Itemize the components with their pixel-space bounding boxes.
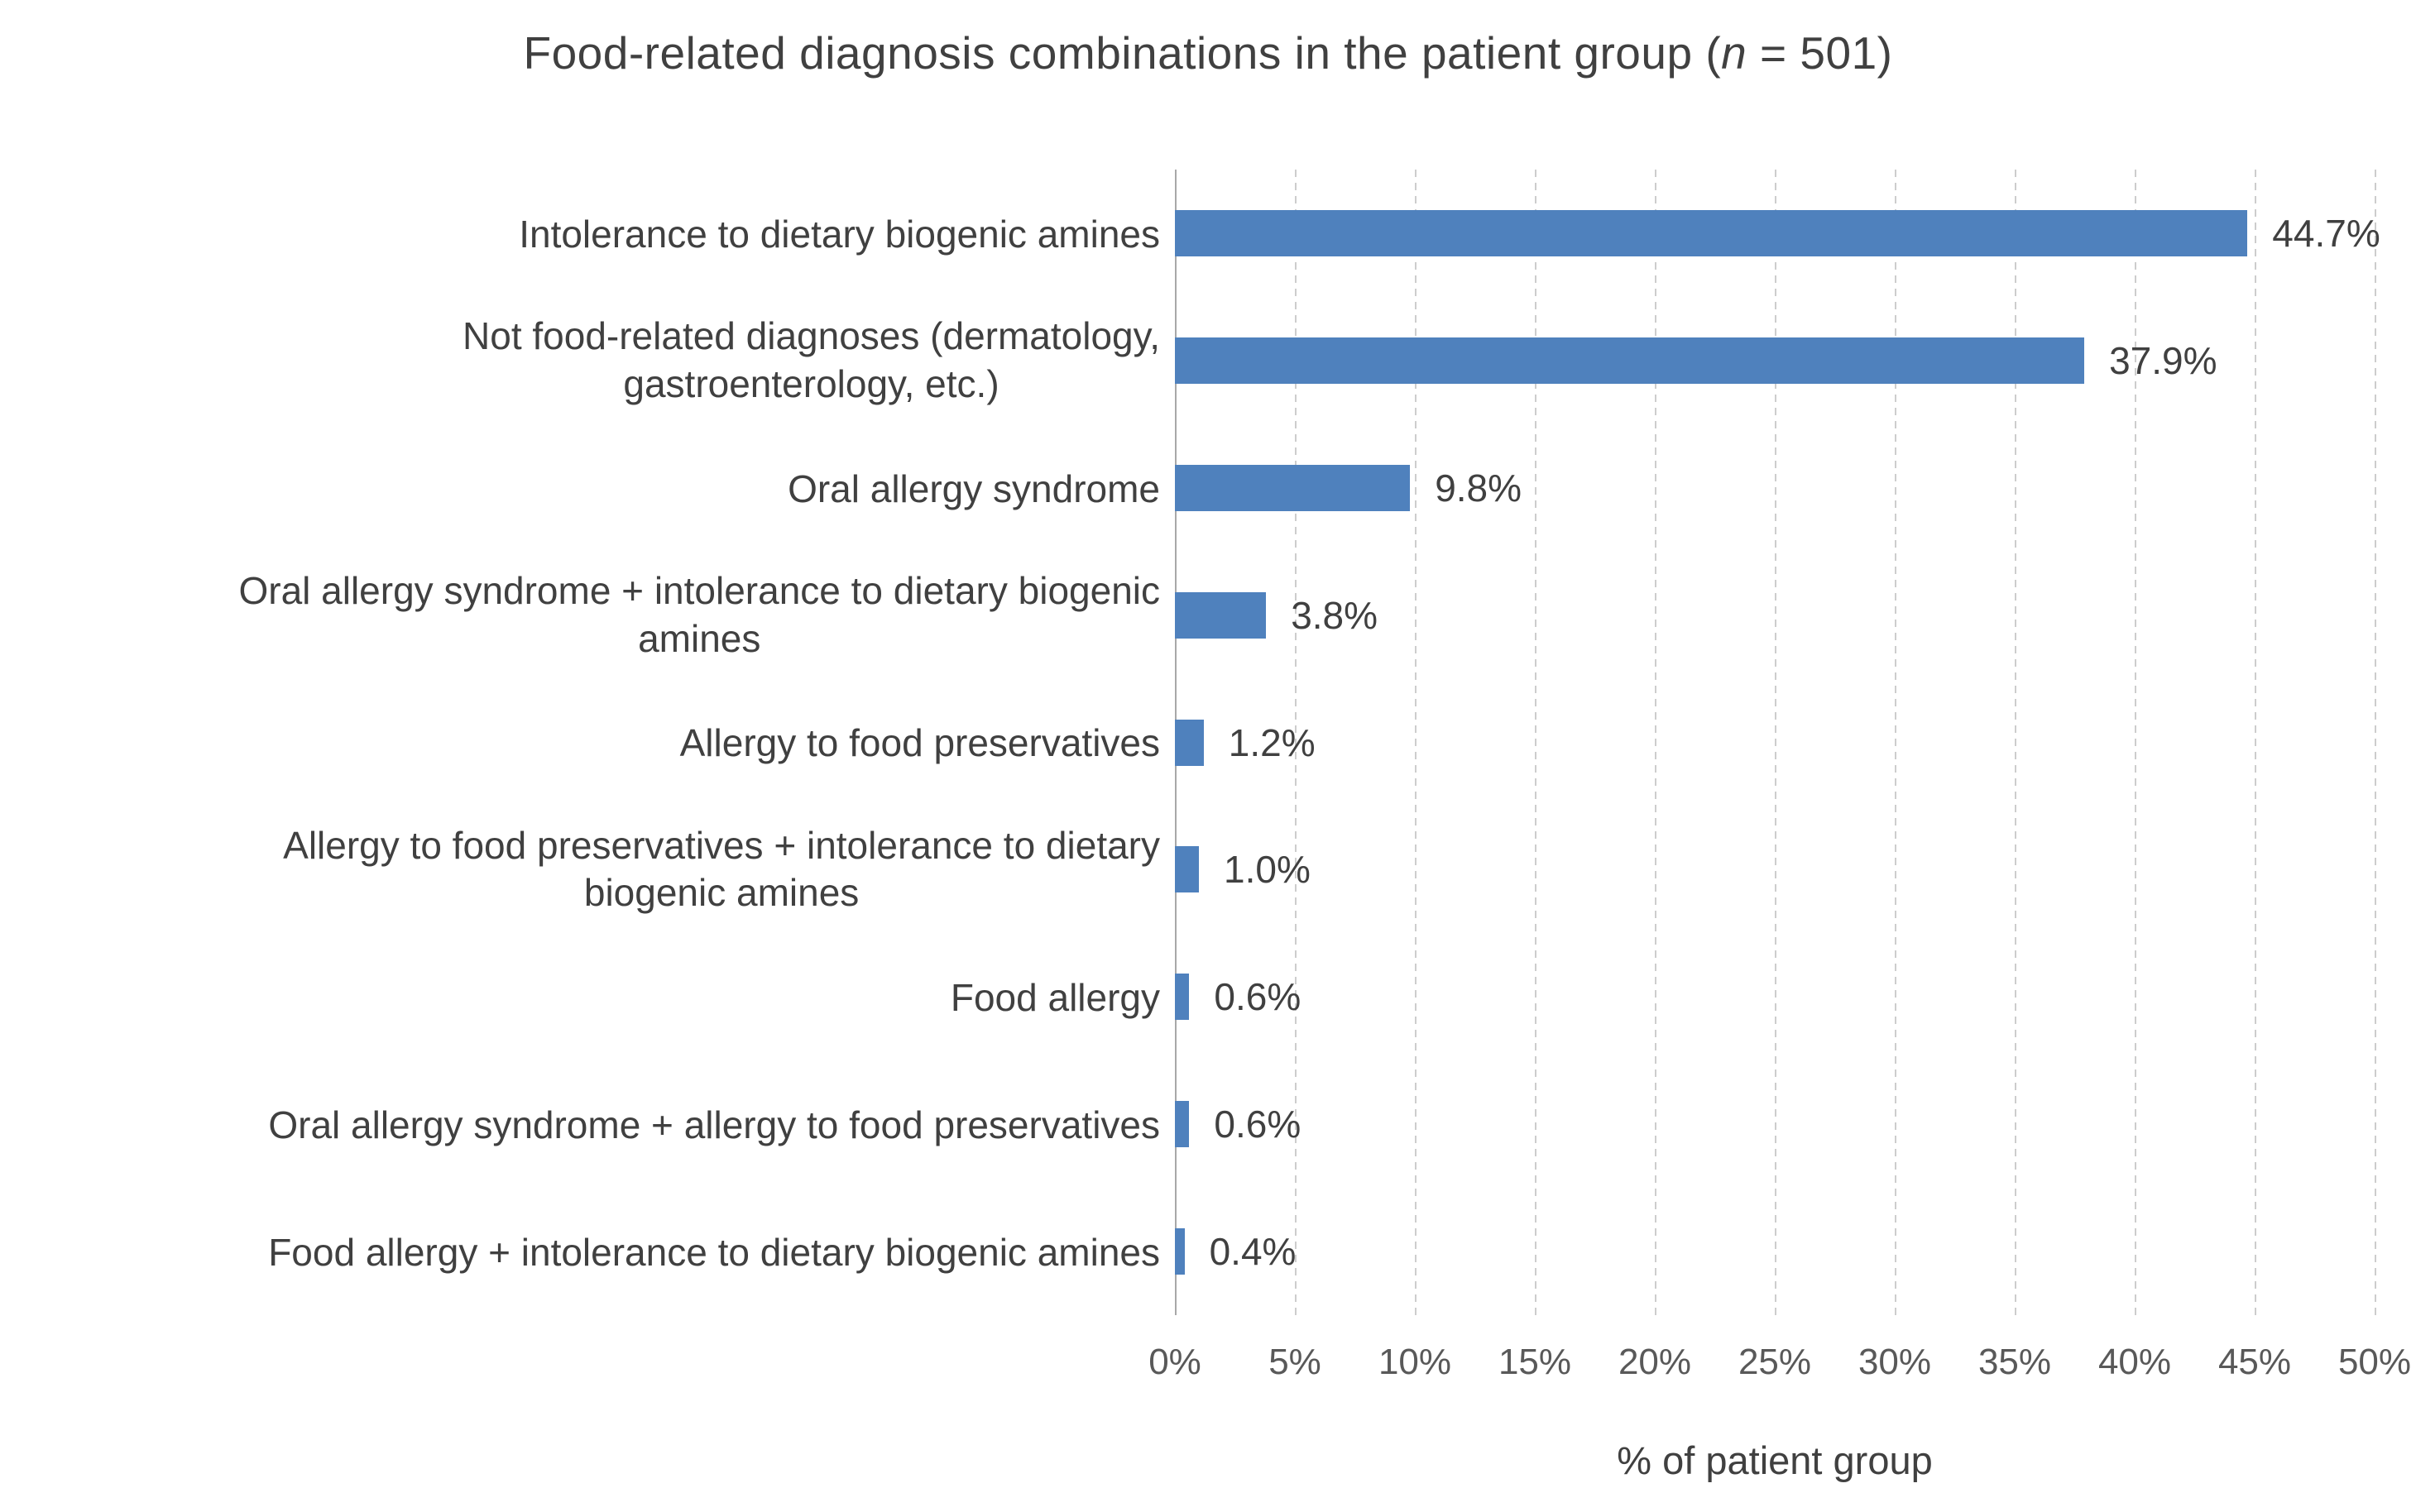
bar-cell: 0.6% (1175, 1060, 2375, 1188)
category-label-text: Food allergy (951, 974, 1160, 1022)
x-tick-label: 25% (1738, 1342, 1812, 1382)
category-label: Intolerance to dietary biogenic amines (0, 208, 1175, 259)
bar-cell: 0.4% (1175, 1188, 2375, 1315)
category-label-line: Food allergy (950, 976, 1160, 1020)
category-label-line: Oral allergy syndrome + intolerance to d… (238, 569, 1160, 613)
category-label-line: gastroenterology, etc.) (623, 361, 999, 405)
chart-title-text: Food-related diagnosis combinations in t… (523, 27, 1722, 79)
gridline (2255, 170, 2256, 1315)
bar (1175, 209, 2248, 256)
category-label-text: Intolerance to dietary biogenic amines (519, 211, 1160, 259)
chart-row: Oral allergy syndrome 9.8% (0, 424, 2375, 552)
bar (1175, 974, 1190, 1021)
category-label: Oral allergy syndrome + intolerance to d… (0, 567, 1175, 663)
gridline (1655, 170, 1656, 1315)
category-label-text: Allergy to food preservatives (680, 720, 1160, 768)
chart-title-suffix: = 501) (1747, 27, 1893, 79)
category-label-text: Oral allergy syndrome (788, 466, 1160, 514)
category-label-line: Not food-related diagnoses (dermatology, (463, 314, 1160, 358)
category-label: Food allergy (0, 972, 1175, 1022)
bars-area: Intolerance to dietary biogenic amines 44… (0, 170, 2380, 1315)
gridline (1535, 170, 1536, 1315)
chart-row: Allergy to food preservatives 1.2% (0, 679, 2375, 806)
value-label: 37.9% (2109, 338, 2217, 382)
x-tick-label: 5% (1268, 1342, 1321, 1382)
category-label-text: Oral allergy syndrome + intolerance to d… (238, 567, 1160, 663)
bar (1175, 1101, 1190, 1148)
bar-cell: 1.0% (1175, 806, 2375, 933)
gridline (1415, 170, 1417, 1315)
gridline (1895, 170, 1896, 1315)
category-label: Allergy to food preservatives (0, 717, 1175, 768)
x-axis-ticks: 0% 5% 10% 15% 20% 25% 30% 35% 40% 45% 50% (1148, 1342, 2411, 1391)
gridline (2135, 170, 2136, 1315)
value-label: 1.0% (1224, 848, 1311, 892)
bar-cell: 1.2% (1175, 679, 2375, 806)
category-label-line: Oral allergy syndrome + allergy to food … (268, 1103, 1160, 1146)
x-tick-label: 50% (2337, 1342, 2412, 1382)
x-tick-label: 40% (2097, 1342, 2172, 1382)
value-label: 0.6% (1214, 1103, 1301, 1146)
gridline (2015, 170, 2016, 1315)
value-label: 44.7% (2272, 211, 2380, 255)
category-label-line: Allergy to food preservatives + intolera… (283, 823, 1160, 867)
category-label: Oral allergy syndrome (0, 462, 1175, 513)
category-label-line: Oral allergy syndrome (788, 467, 1160, 510)
bar-cell: 9.8% (1175, 424, 2375, 552)
bar (1175, 464, 1411, 511)
bar (1175, 846, 1199, 893)
category-label: Food allergy + intolerance to dietary bi… (0, 1227, 1175, 1277)
x-tick-label: 10% (1378, 1342, 1452, 1382)
bar (1175, 719, 1204, 766)
bar-cell: 0.6% (1175, 933, 2375, 1060)
category-label-text: Not food-related diagnoses (dermatology,… (463, 313, 1160, 408)
x-tick-label: 0% (1148, 1342, 1201, 1382)
x-tick-label: 20% (1618, 1342, 1692, 1382)
x-tick-label: 30% (1858, 1342, 1932, 1382)
x-axis-title: % of patient group (1617, 1438, 1933, 1482)
category-label-text: Oral allergy syndrome + allergy to food … (268, 1102, 1160, 1150)
chart-title: Food-related diagnosis combinations in t… (0, 26, 2416, 79)
gridline (2375, 170, 2376, 1315)
category-label-line: Food allergy + intolerance to dietary bi… (268, 1230, 1160, 1274)
category-label-text: Allergy to food preservatives + intolera… (283, 822, 1160, 917)
bar-cell: 44.7% (1175, 170, 2380, 297)
chart-row: Not food-related diagnoses (dermatology,… (0, 297, 2375, 424)
value-label: 1.2% (1228, 720, 1316, 764)
category-label-line: amines (638, 616, 761, 660)
bar (1175, 337, 2085, 384)
bar-cell: 3.8% (1175, 552, 2375, 679)
gridline (1775, 170, 1776, 1315)
chart-row: Oral allergy syndrome + intolerance to d… (0, 552, 2375, 679)
category-label-line: biogenic amines (583, 871, 860, 915)
chart-title-n: n (1721, 27, 1747, 79)
bar-cell: 37.9% (1175, 297, 2375, 424)
value-label: 0.4% (1209, 1230, 1297, 1274)
category-label-line: Allergy to food preservatives (679, 721, 1160, 765)
gridline (1295, 170, 1297, 1315)
category-label: Not food-related diagnoses (dermatology,… (0, 313, 1175, 408)
x-tick-label: 45% (2217, 1342, 2292, 1382)
chart-row: Intolerance to dietary biogenic amines 44… (0, 170, 2380, 297)
value-label: 3.8% (1291, 593, 1378, 637)
chart-row: Allergy to food preservatives + intolera… (0, 806, 2375, 933)
x-tick-label: 15% (1498, 1342, 1572, 1382)
chart-row: Food allergy + intolerance to dietary bi… (0, 1188, 2375, 1315)
category-label: Oral allergy syndrome + allergy to food … (0, 1099, 1175, 1150)
category-label: Allergy to food preservatives + intolera… (0, 822, 1175, 917)
bar (1175, 1228, 1185, 1275)
category-label-text: Food allergy + intolerance to dietary bi… (268, 1229, 1160, 1277)
value-label: 0.6% (1214, 975, 1301, 1019)
chart-row: Oral allergy syndrome + allergy to food … (0, 1060, 2375, 1188)
value-label: 9.8% (1435, 466, 1522, 510)
chart-row: Food allergy 0.6% (0, 933, 2375, 1060)
category-label-line: Intolerance to dietary biogenic amines (519, 212, 1160, 256)
x-tick-label: 35% (1977, 1342, 2052, 1382)
bar (1175, 591, 1267, 639)
